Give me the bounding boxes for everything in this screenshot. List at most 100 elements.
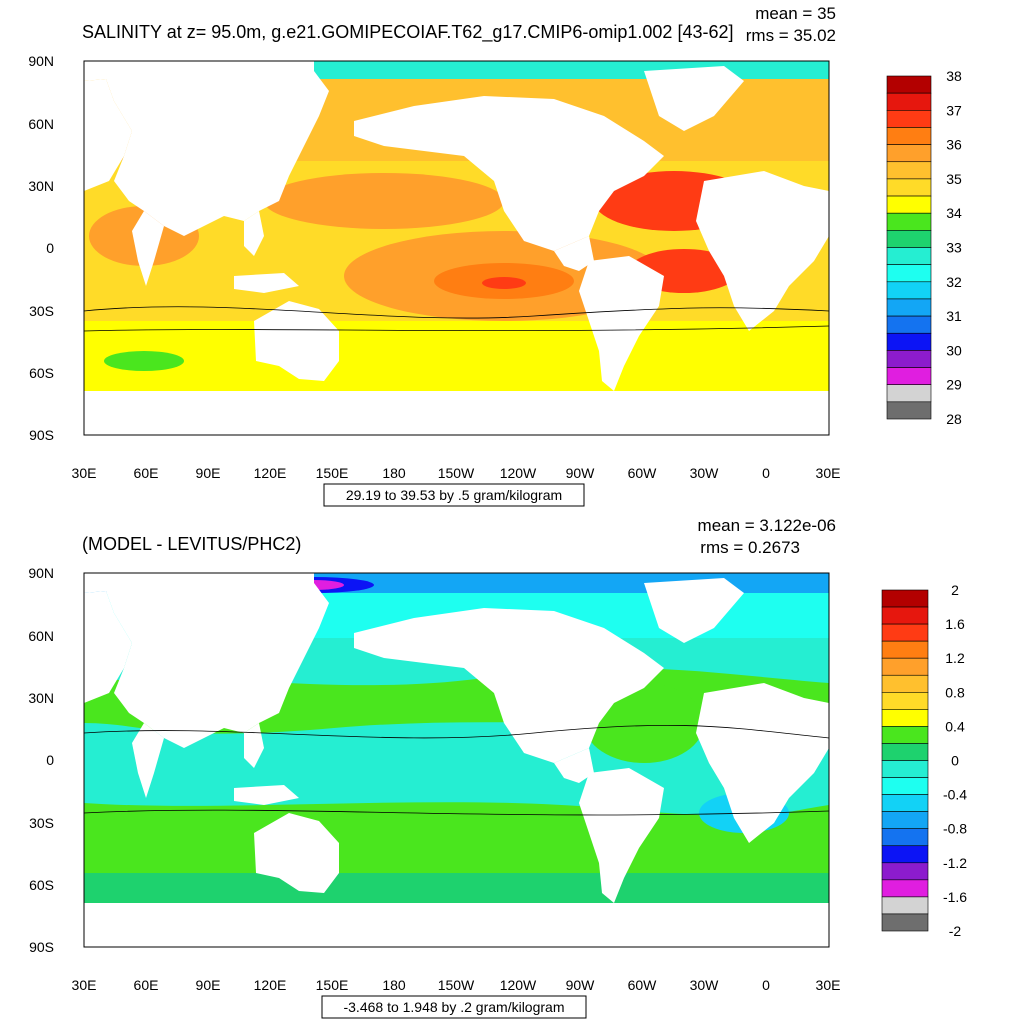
bottom-lon-0: 0 [762, 977, 770, 993]
top-colorbar-cell [886, 212, 932, 231]
top-colorbar-cell [886, 178, 932, 197]
bottom-lon-30w: 30W [690, 977, 720, 993]
bottom-lon-30e-end: 30E [816, 977, 841, 993]
top-colorbar-cell [886, 195, 932, 214]
top-colorbar-cell [886, 110, 932, 128]
top-colorbar-label: 33 [946, 240, 962, 256]
bottom-panel: (MODEL - LEVITUS/PHC2) mean = 3.122e-06 … [28, 516, 967, 1019]
top-colorbar-label: 29 [946, 377, 962, 393]
bottom-colorbar-label: -1.2 [943, 855, 967, 871]
top-colorbar-label: 28 [946, 411, 962, 427]
top-colorbar-cell [886, 315, 932, 334]
bottom-colorbar-cell [881, 589, 929, 608]
top-colorbar-cell [886, 230, 932, 248]
top-lat-60n: 60N [28, 116, 54, 132]
bottom-lon-axis: 30E 60E 90E 120E 150E 180 150W 120W 90W … [72, 977, 841, 993]
bottom-colorbar-label: 1.6 [945, 616, 965, 632]
bottom-mean: mean = 3.122e-06 [698, 516, 836, 535]
top-colorbar-label: 34 [946, 205, 962, 221]
top-colorbar-label: 30 [946, 342, 962, 358]
top-mean: mean = 35 [755, 4, 836, 23]
top-lon-90e: 90E [196, 465, 221, 481]
bottom-colorbar-cell [881, 845, 929, 864]
bottom-colorbar-cell [881, 726, 929, 744]
bottom-colorbar-cell [881, 913, 929, 932]
top-colorbar: 38 37 36 35 34 33 32 31 30 29 28 [886, 68, 962, 427]
bottom-lat-0: 0 [46, 752, 54, 768]
top-rms: rms = 35.02 [746, 26, 836, 45]
top-colorbar-label: 32 [946, 274, 962, 290]
bottom-lat-30n: 30N [28, 690, 54, 706]
bottom-lat-90s: 90S [29, 939, 54, 955]
top-lat-90n: 90N [28, 53, 54, 69]
bottom-lat-90n: 90N [28, 565, 54, 581]
bottom-colorbar-label: -1.6 [943, 889, 967, 905]
bottom-lon-90w: 90W [566, 977, 596, 993]
bottom-colorbar-cell [881, 879, 929, 898]
top-panel: SALINITY at z= 95.0m, g.e21.GOMIPECOIAF.… [28, 4, 962, 507]
top-colorbar-cell [886, 247, 932, 265]
top-lat-0: 0 [46, 240, 54, 256]
top-map [83, 60, 830, 436]
bottom-lon-60w: 60W [628, 977, 658, 993]
top-lon-120e: 120E [254, 465, 287, 481]
top-lon-30e-end: 30E [816, 465, 841, 481]
bottom-colorbar-cell [881, 657, 929, 676]
top-colorbar-label: 38 [946, 68, 962, 84]
bottom-colorbar-label: 2 [951, 582, 959, 598]
bottom-title: (MODEL - LEVITUS/PHC2) [82, 534, 301, 554]
top-footer: 29.19 to 39.53 by .5 gram/kilogram [346, 487, 562, 503]
bottom-lon-150e: 150E [316, 977, 349, 993]
top-lon-120w: 120W [500, 465, 537, 481]
top-title: SALINITY at z= 95.0m, g.e21.GOMIPECOIAF.… [82, 22, 733, 43]
bottom-colorbar-cell [881, 760, 929, 778]
top-lat-90s: 90S [29, 427, 54, 443]
top-colorbar-cell [886, 384, 932, 403]
top-colorbar-cell [886, 367, 932, 385]
top-lat-axis: 90N 60N 30N 0 30S 60S 90S [28, 53, 54, 443]
bottom-lon-60e: 60E [134, 977, 159, 993]
bottom-colorbar-label: 1.2 [945, 650, 965, 666]
top-colorbar-label: 36 [946, 137, 962, 153]
bottom-lon-180: 180 [382, 977, 406, 993]
top-colorbar-cell [886, 298, 932, 317]
bottom-footer-box [321, 995, 587, 1019]
bottom-colorbar-label: -0.4 [943, 787, 967, 803]
bottom-colorbar-cell [881, 828, 929, 847]
bottom-map [83, 572, 830, 948]
top-lat-30n: 30N [28, 178, 54, 194]
top-colorbar-cell [886, 401, 932, 420]
bottom-lat-30s: 30S [29, 815, 54, 831]
top-lon-0: 0 [762, 465, 770, 481]
bottom-colorbar-cell [881, 674, 929, 693]
bottom-colorbar-cell [881, 743, 929, 761]
bottom-rms: rms = 0.2673 [700, 538, 800, 557]
bottom-lat-axis: 90N 60N 30N 0 30S 60S 90S [28, 565, 54, 955]
bottom-colorbar-label: 0.4 [945, 718, 965, 734]
bottom-lon-30e: 30E [72, 977, 97, 993]
bottom-colorbar-cell [881, 811, 929, 830]
bottom-lon-120e: 120E [254, 977, 287, 993]
top-colorbar-cell [886, 332, 932, 351]
bottom-colorbar-label: -0.8 [943, 821, 967, 837]
top-lon-90w: 90W [566, 465, 596, 481]
top-lat-30s: 30S [29, 303, 54, 319]
bottom-colorbar-cell [881, 640, 929, 659]
bottom-lat-60n: 60N [28, 628, 54, 644]
bottom-colorbar-cell [881, 606, 929, 625]
top-lat-60s: 60S [29, 365, 54, 381]
top-lon-axis: 30E 60E 90E 120E 150E 180 150W 120W 90W … [72, 465, 841, 481]
bottom-colorbar-cell [881, 709, 929, 727]
bottom-colorbar-cell [881, 862, 929, 881]
top-colorbar-cell [886, 92, 932, 111]
bottom-lon-120w: 120W [500, 977, 537, 993]
top-map-frame [83, 60, 830, 436]
bottom-colorbar-cell [881, 691, 929, 710]
top-lon-60e: 60E [134, 465, 159, 481]
bottom-colorbar-label: 0 [951, 753, 959, 769]
top-colorbar-cell [886, 144, 932, 163]
bottom-map-frame [83, 572, 830, 948]
bottom-colorbar-cell [881, 896, 929, 915]
bottom-colorbar-cell [881, 794, 929, 812]
top-colorbar-cell [886, 350, 932, 368]
